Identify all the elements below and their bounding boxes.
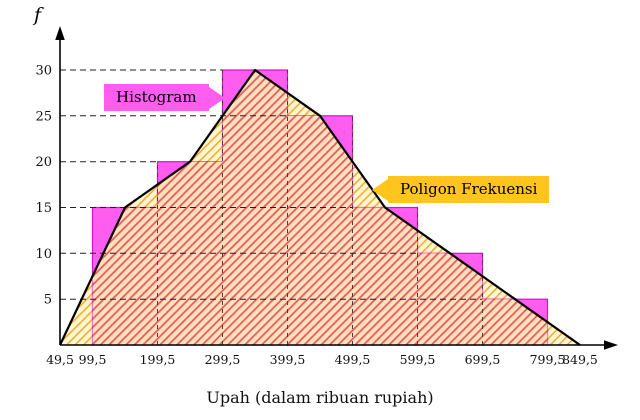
x-axis-label: Upah (dalam ribuan rupiah) [206, 388, 434, 407]
arrow-right-icon [208, 86, 225, 109]
x-tick-label: 199,5 [140, 352, 176, 367]
x-axis-arrow-icon [604, 340, 618, 350]
y-tick-label: 20 [35, 155, 52, 170]
x-tick-label: 599,5 [400, 352, 436, 367]
x-tick-label: 699,5 [465, 352, 501, 367]
frequency-polygon-line [59, 68, 581, 346]
y-axis-arrow-icon [55, 26, 65, 40]
x-tick-label: 399,5 [270, 352, 306, 367]
y-tick-label: 15 [35, 201, 52, 216]
histogram-callout-label: Histogram [104, 84, 209, 111]
y-tick-label: 25 [35, 109, 52, 124]
x-tick-label: 799,5 [530, 352, 566, 367]
arrow-left-icon [372, 178, 388, 201]
polygon-callout-label: Poligon Frekuensi [388, 176, 550, 203]
histogram-callout: Histogram [104, 84, 225, 111]
y-tick-label: 5 [44, 293, 52, 308]
y-tick-label: 30 [35, 64, 52, 79]
polygon-callout: Poligon Frekuensi [372, 176, 550, 203]
x-tick-label: 299,5 [205, 352, 241, 367]
y-axis-label: f [34, 4, 42, 26]
x-tick-label: 99,5 [79, 352, 107, 367]
y-tick-label: 10 [35, 247, 52, 262]
x-tick-label: 49,5 [46, 352, 74, 367]
x-tick-label: 499,5 [335, 352, 371, 367]
x-tick-label: 849,5 [562, 352, 598, 367]
